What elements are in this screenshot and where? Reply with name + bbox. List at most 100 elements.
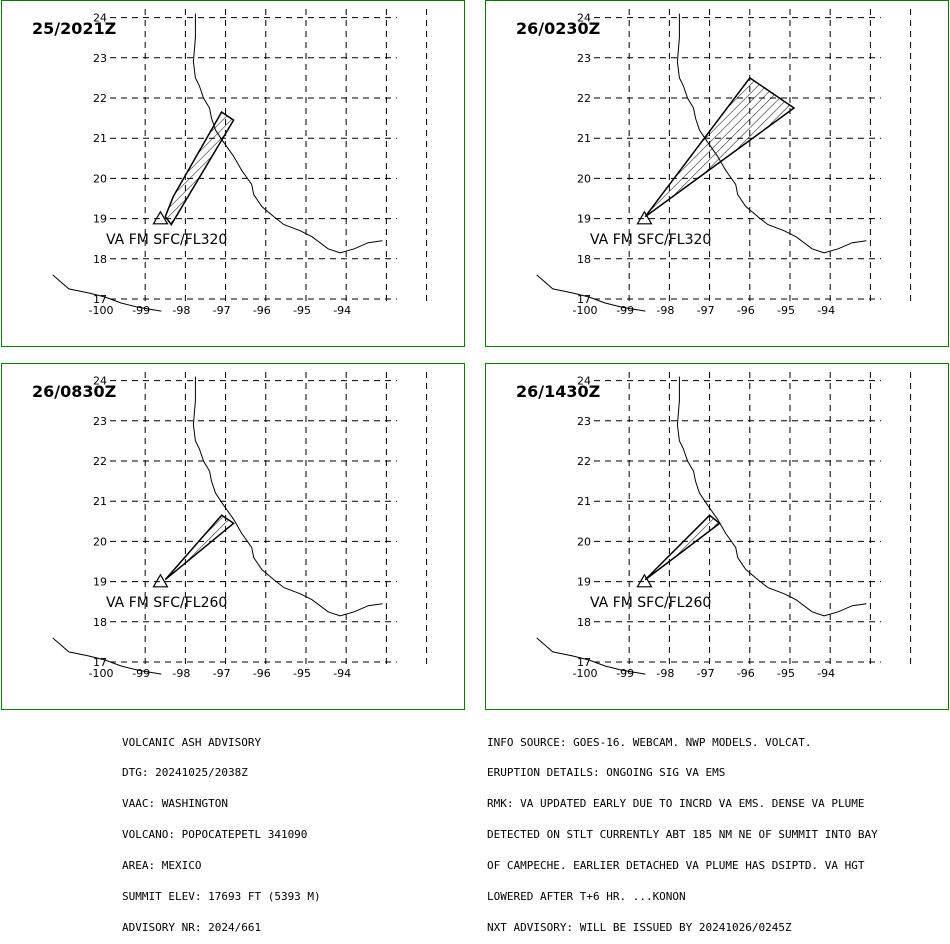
- timestamp-2: 26/0230Z: [516, 19, 601, 38]
- timestamp-4: 26/1430Z: [516, 382, 601, 401]
- lon-tick-label: -95: [777, 667, 795, 680]
- lon-tick-label: -97: [697, 667, 715, 680]
- lon-tick-label: -100: [573, 304, 598, 317]
- advisory-line: SUMMIT ELEV: 17693 FT (5393 M): [122, 890, 321, 904]
- lat-tick-label: 19: [93, 213, 107, 226]
- volcano-icon: [152, 573, 169, 588]
- lat-tick-label: 19: [577, 576, 591, 589]
- lon-tick-label: -100: [89, 667, 114, 680]
- lat-tick-label: 23: [93, 52, 107, 65]
- lat-tick-label: 23: [577, 415, 591, 428]
- lon-tick-label: -96: [253, 667, 271, 680]
- lat-tick-label: 21: [577, 495, 591, 508]
- lon-tick-label: -98: [656, 304, 674, 317]
- coastline-pacific: [536, 274, 646, 312]
- lat-tick-label: 23: [577, 52, 591, 65]
- lon-tick-label: -94: [333, 304, 351, 317]
- lat-tick-label: 18: [577, 253, 591, 266]
- lon-tick-label: -100: [89, 304, 114, 317]
- lon-tick-label: -97: [697, 304, 715, 317]
- lat-tick-label: 24: [93, 375, 107, 388]
- coastline: [676, 376, 867, 617]
- advisory-line: VOLCANO: POPOCATEPETL 341090: [122, 828, 308, 842]
- lat-tick-label: 22: [577, 455, 591, 468]
- lon-tick-label: -94: [333, 667, 351, 680]
- advisory-line: ERUPTION DETAILS: ONGOING SIG VA EMS: [487, 766, 726, 780]
- lat-tick-label: 22: [93, 92, 107, 105]
- lon-tick-label: -96: [737, 304, 755, 317]
- advisory-line: RMK: VA UPDATED EARLY DUE TO INCRD VA EM…: [487, 797, 865, 811]
- advisory-line: ADVISORY NR: 2024/661: [122, 920, 262, 934]
- lat-tick-label: 18: [93, 253, 107, 266]
- coastline: [676, 13, 867, 254]
- lat-tick-label: 18: [93, 616, 107, 629]
- map-3: -100 -99 -98 -97 -96 -95 -941718192021222324VA…: [52, 372, 428, 680]
- coastline: [192, 13, 383, 254]
- lat-tick-label: 21: [93, 495, 107, 508]
- volcano-icon: [152, 210, 169, 225]
- timestamp-1: 25/2021Z: [32, 19, 117, 38]
- advisory-line: DETECTED ON STLT CURRENTLY ABT 185 NM NE…: [487, 828, 878, 842]
- advisory-line: OF CAMPECHE. EARLIER DETACHED VA PLUME H…: [487, 859, 865, 873]
- advisory-line: INFO SOURCE: GOES-16. WEBCAM. NWP MODELS…: [487, 735, 812, 749]
- lon-tick-label: -100: [573, 667, 598, 680]
- ash-plume-polygon: [644, 76, 796, 218]
- plume-height-label: VA FM SFC/FL320: [590, 232, 711, 248]
- lat-tick-label: 20: [93, 535, 107, 548]
- ash-plume-polygon: [644, 514, 721, 581]
- lon-tick-label: -95: [293, 304, 311, 317]
- advisory-line: VOLCANIC ASH ADVISORY: [122, 735, 262, 749]
- lat-tick-label: 19: [577, 213, 591, 226]
- map-1: -100 -99 -98 -97 -96 -95 -941718192021222324VA…: [52, 9, 428, 317]
- plume-height-label: VA FM SFC/FL320: [106, 232, 227, 248]
- lat-tick-label: 24: [93, 12, 107, 25]
- lon-tick-label: -97: [213, 667, 231, 680]
- volcano-icon: [636, 573, 653, 588]
- lat-tick-label: 22: [93, 455, 107, 468]
- lat-tick-label: 24: [577, 12, 591, 25]
- lon-tick-label: -98: [172, 304, 190, 317]
- advisory-line: DTG: 20241025/2038Z: [122, 766, 248, 780]
- lat-tick-label: 19: [93, 576, 107, 589]
- plume-height-label: VA FM SFC/FL260: [590, 595, 711, 611]
- lat-tick-label: 23: [93, 415, 107, 428]
- advisory-right: INFO SOURCE: GOES-16. WEBCAM. NWP MODELS…: [487, 717, 878, 944]
- lon-tick-label: -96: [737, 667, 755, 680]
- coastline-pacific: [52, 274, 162, 312]
- map-4: -100 -99 -98 -97 -96 -95 -941718192021222324VA…: [536, 372, 912, 680]
- lon-tick-label: -94: [817, 667, 835, 680]
- lat-tick-label: 21: [577, 132, 591, 145]
- ash-plume-polygon: [164, 514, 235, 581]
- lon-tick-label: -95: [777, 304, 795, 317]
- lon-tick-label: -95: [293, 667, 311, 680]
- lon-tick-label: -98: [656, 667, 674, 680]
- panel-2: -100 -99 -98 -97 -96 -95 -94 17 18 19 20 21 22 23 24 VA…: [485, 0, 949, 347]
- plume-height-label: VA FM SFC/FL260: [106, 595, 227, 611]
- lat-tick-label: 21: [93, 132, 107, 145]
- lat-tick-label: 20: [577, 172, 591, 185]
- lon-tick-label: -96: [253, 304, 271, 317]
- ash-plume-polygon: [164, 111, 235, 226]
- panel-1: -100 -99 -98 -97 -96 -95 -94 17 18 19 20 21 22 23 24 VA…: [1, 0, 465, 347]
- lon-tick-label: -97: [213, 304, 231, 317]
- coastline-pacific: [52, 637, 162, 675]
- lat-tick-label: 20: [93, 172, 107, 185]
- advisory-line: AREA: MEXICO: [122, 859, 202, 873]
- lat-tick-label: 18: [577, 616, 591, 629]
- lon-tick-label: -94: [817, 304, 835, 317]
- coastline-pacific: [536, 637, 646, 675]
- lat-tick-label: 24: [577, 375, 591, 388]
- map-2: -100 -99 -98 -97 -96 -95 -941718192021222324VA…: [536, 9, 912, 317]
- advisory-left: VOLCANIC ASH ADVISORY DTG: 20241025/2038…: [122, 717, 321, 944]
- advisory-line: VAAC: WASHINGTON: [122, 797, 228, 811]
- timestamp-3: 26/0830Z: [32, 382, 117, 401]
- panel-4: -100 -99 -98 -97 -96 -95 -94 17 18 19 20 21 22 23 24 VA…: [485, 363, 949, 710]
- panel-3: -100 -99 -98 -97 -96 -95 -94 17 18 19 20 21 22 23 24 VA…: [1, 363, 465, 710]
- lat-tick-label: 20: [577, 535, 591, 548]
- advisory-line: LOWERED AFTER T+6 HR. ...KONON: [487, 890, 686, 904]
- lon-tick-label: -98: [172, 667, 190, 680]
- advisory-line: NXT ADVISORY: WILL BE ISSUED BY 20241026…: [487, 920, 792, 934]
- lat-tick-label: 22: [577, 92, 591, 105]
- volcano-icon: [636, 210, 653, 225]
- coastline: [192, 376, 383, 617]
